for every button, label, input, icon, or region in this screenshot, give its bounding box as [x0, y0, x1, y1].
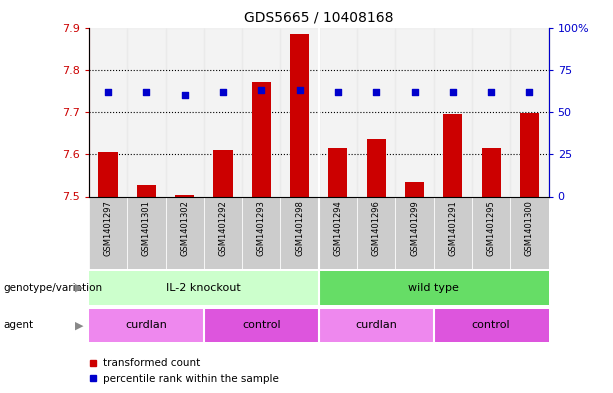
Text: wild type: wild type	[408, 283, 459, 293]
Text: GSM1401297: GSM1401297	[104, 200, 113, 256]
Bar	[166, 196, 204, 269]
Bar	[175, 195, 194, 196]
Bar	[137, 185, 156, 196]
Text: GSM1401301: GSM1401301	[142, 200, 151, 256]
Bar	[204, 196, 242, 269]
Bar	[319, 309, 434, 342]
Text: agent: agent	[3, 320, 33, 330]
Bar	[281, 196, 319, 269]
Point	[218, 88, 228, 95]
Text: GSM1401292: GSM1401292	[218, 200, 227, 256]
Point	[103, 88, 113, 95]
Bar	[319, 196, 357, 269]
Bar	[213, 150, 232, 196]
Text: GSM1401300: GSM1401300	[525, 200, 534, 256]
Text: ▶: ▶	[75, 283, 84, 293]
Bar	[99, 152, 118, 196]
Bar	[252, 82, 271, 196]
Point	[448, 88, 458, 95]
Bar	[405, 182, 424, 196]
Text: GSM1401294: GSM1401294	[333, 200, 343, 256]
Bar	[128, 196, 166, 269]
Bar	[367, 140, 386, 196]
Text: control: control	[242, 320, 281, 330]
Bar	[395, 196, 434, 269]
Bar	[510, 28, 549, 196]
Bar	[482, 148, 501, 196]
Bar	[242, 28, 281, 196]
Bar	[434, 28, 472, 196]
Bar	[89, 271, 319, 305]
Point	[333, 88, 343, 95]
Bar	[395, 28, 434, 196]
Text: ▶: ▶	[75, 320, 84, 330]
Text: control: control	[472, 320, 511, 330]
Text: genotype/variation: genotype/variation	[3, 283, 102, 293]
Text: curdlan: curdlan	[356, 320, 397, 330]
Text: GSM1401291: GSM1401291	[448, 200, 457, 256]
Bar	[166, 28, 204, 196]
Bar	[281, 28, 319, 196]
Bar	[443, 114, 462, 196]
Point	[486, 88, 496, 95]
Text: GSM1401302: GSM1401302	[180, 200, 189, 256]
Text: curdlan: curdlan	[126, 320, 167, 330]
Bar	[520, 113, 539, 196]
Text: GSM1401296: GSM1401296	[371, 200, 381, 256]
Bar	[242, 196, 281, 269]
Text: GSM1401298: GSM1401298	[295, 200, 304, 256]
Bar	[128, 28, 166, 196]
Point	[180, 92, 189, 98]
Bar	[510, 196, 549, 269]
Bar	[434, 309, 549, 342]
Point	[371, 88, 381, 95]
Text: GSM1401299: GSM1401299	[410, 200, 419, 256]
Point	[525, 88, 535, 95]
Bar	[434, 196, 472, 269]
Bar	[357, 28, 395, 196]
Point	[142, 88, 151, 95]
Title: GDS5665 / 10408168: GDS5665 / 10408168	[244, 11, 394, 25]
Bar	[204, 309, 319, 342]
Text: GSM1401293: GSM1401293	[257, 200, 266, 256]
Bar	[472, 28, 510, 196]
Bar	[89, 196, 128, 269]
Bar	[319, 271, 549, 305]
Point	[409, 88, 419, 95]
Bar	[357, 196, 395, 269]
Bar	[329, 148, 348, 196]
Bar	[290, 34, 309, 197]
Text: GSM1401295: GSM1401295	[487, 200, 496, 256]
Text: IL-2 knockout: IL-2 knockout	[167, 283, 241, 293]
Bar	[204, 28, 242, 196]
Bar	[472, 196, 510, 269]
Bar	[89, 309, 204, 342]
Legend: transformed count, percentile rank within the sample: transformed count, percentile rank withi…	[85, 354, 283, 388]
Bar	[319, 28, 357, 196]
Point	[256, 87, 266, 93]
Bar	[89, 28, 128, 196]
Point	[295, 87, 305, 93]
